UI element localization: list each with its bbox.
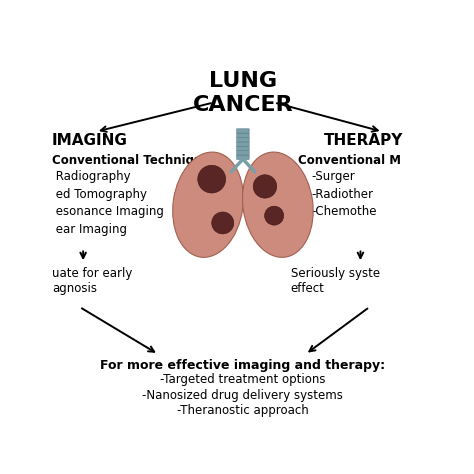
FancyBboxPatch shape (237, 142, 249, 146)
FancyBboxPatch shape (237, 133, 249, 137)
Text: IMAGING: IMAGING (52, 133, 128, 148)
Text: ear Imaging: ear Imaging (52, 223, 127, 236)
Text: Radiography: Radiography (52, 170, 130, 183)
Text: LUNG
CANCER: LUNG CANCER (192, 72, 293, 115)
Text: -Chemothe: -Chemothe (311, 205, 376, 218)
Text: THERAPY: THERAPY (324, 133, 403, 148)
Text: -Targeted treatment options: -Targeted treatment options (160, 374, 326, 386)
Text: -Nanosized drug delivery systems: -Nanosized drug delivery systems (143, 389, 343, 402)
Text: -Radiother: -Radiother (311, 188, 373, 201)
Text: -Theranostic approach: -Theranostic approach (177, 404, 309, 417)
Text: Conventional M: Conventional M (298, 155, 401, 167)
Circle shape (264, 206, 284, 225)
Text: uate for early
agnosis: uate for early agnosis (52, 267, 132, 295)
Text: -Surger: -Surger (311, 170, 355, 183)
Text: For more effective imaging and therapy:: For more effective imaging and therapy: (100, 359, 385, 372)
FancyBboxPatch shape (237, 151, 249, 155)
Circle shape (212, 212, 234, 234)
Text: Seriously syste
effect: Seriously syste effect (291, 267, 380, 295)
Text: Conventional Techniques:: Conventional Techniques: (52, 155, 222, 167)
FancyBboxPatch shape (237, 137, 249, 142)
FancyBboxPatch shape (237, 129, 249, 133)
FancyBboxPatch shape (237, 146, 249, 151)
Ellipse shape (173, 152, 243, 257)
Circle shape (253, 175, 277, 198)
Text: ed Tomography: ed Tomography (52, 188, 147, 201)
Ellipse shape (243, 152, 313, 257)
Text: esonance Imaging: esonance Imaging (52, 205, 164, 218)
FancyBboxPatch shape (237, 155, 249, 159)
Circle shape (198, 165, 226, 193)
